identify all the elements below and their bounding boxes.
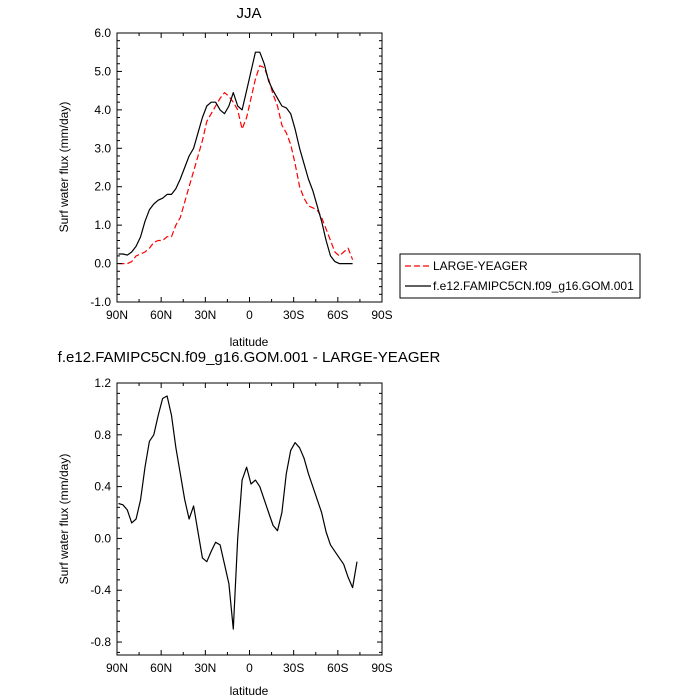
y-tick-label: 0.0 [94, 257, 111, 271]
axis-ticks: 90N 60N 30N 0 30S 60S 90S -0.8 -0.4 0.0 0.4 0.8 1.2 [90, 376, 392, 675]
x-tick-label: 0 [246, 661, 253, 675]
x-tick-label: 30N [194, 308, 216, 322]
x-tick-label: 90S [371, 308, 392, 322]
y-tick-label: -0.4 [90, 583, 111, 597]
y-tick-label: 0.4 [94, 480, 111, 494]
legend-label-large-yeager: LARGE-YEAGER [433, 259, 528, 273]
legend-label-famip: f.e12.FAMIPC5CN.f09_g16.GOM.001 [433, 279, 634, 293]
axis-ticks: 90N 60N 30N 0 30S 60S 90S -1.0 0.0 1.0 2.0 3.0 4.0 5.… [90, 26, 392, 322]
x-tick-label: 30S [283, 661, 304, 675]
y-tick-label: 4.0 [94, 103, 111, 117]
series-line-0-1 [118, 51, 353, 265]
series-line-1-0 [118, 395, 358, 630]
x-tick-label: 30N [194, 661, 216, 675]
x-axis-label: latitude [230, 684, 269, 698]
y-tick-label: 6.0 [94, 26, 111, 40]
y-axis-label: Surf water flux (mm/day) [57, 102, 71, 233]
y-tick-label: -1.0 [90, 295, 111, 309]
y-tick-label: 0.8 [94, 428, 111, 442]
x-tick-label: 60N [150, 308, 172, 322]
legend-frame [399, 253, 641, 299]
x-tick-label: 90S [371, 661, 392, 675]
plot-area [118, 395, 358, 630]
series-line-0-0 [118, 65, 354, 265]
y-tick-label: 2.0 [94, 180, 111, 194]
chart-bottom-panel: f.e12.FAMIPC5CN.f09_g16.GOM.001 - LARGE-… [57, 349, 440, 698]
x-tick-label: 90N [106, 308, 128, 322]
y-tick-label: 3.0 [94, 141, 111, 155]
x-tick-label: 60N [150, 661, 172, 675]
x-axis-label: latitude [230, 335, 269, 349]
y-tick-label: 1.0 [94, 218, 111, 232]
x-tick-label: 0 [246, 308, 253, 322]
y-tick-label: 5.0 [94, 64, 111, 78]
chart-title: JJA [236, 5, 261, 22]
plot-frame [116, 32, 383, 303]
y-tick-label: 1.2 [94, 376, 111, 390]
y-tick-label: 0.0 [94, 531, 111, 545]
y-axis-label: Surf water flux (mm/day) [57, 454, 71, 585]
chart-top-panel: JJA 90N 60N 30N 0 30S 60S 90S -1.0 0.0 1.0 2.0 3.0 4… [57, 5, 641, 349]
x-tick-label: 90N [106, 661, 128, 675]
x-tick-label: 60S [327, 661, 348, 675]
x-tick-label: 60S [327, 308, 348, 322]
chart-title: f.e12.FAMIPC5CN.f09_g16.GOM.001 - LARGE-… [58, 349, 441, 366]
y-tick-label: -0.8 [90, 635, 111, 649]
legend: LARGE-YEAGER f.e12.FAMIPC5CN.f09_g16.GOM… [399, 253, 641, 299]
x-tick-label: 30S [283, 308, 304, 322]
plot-area [118, 51, 354, 265]
